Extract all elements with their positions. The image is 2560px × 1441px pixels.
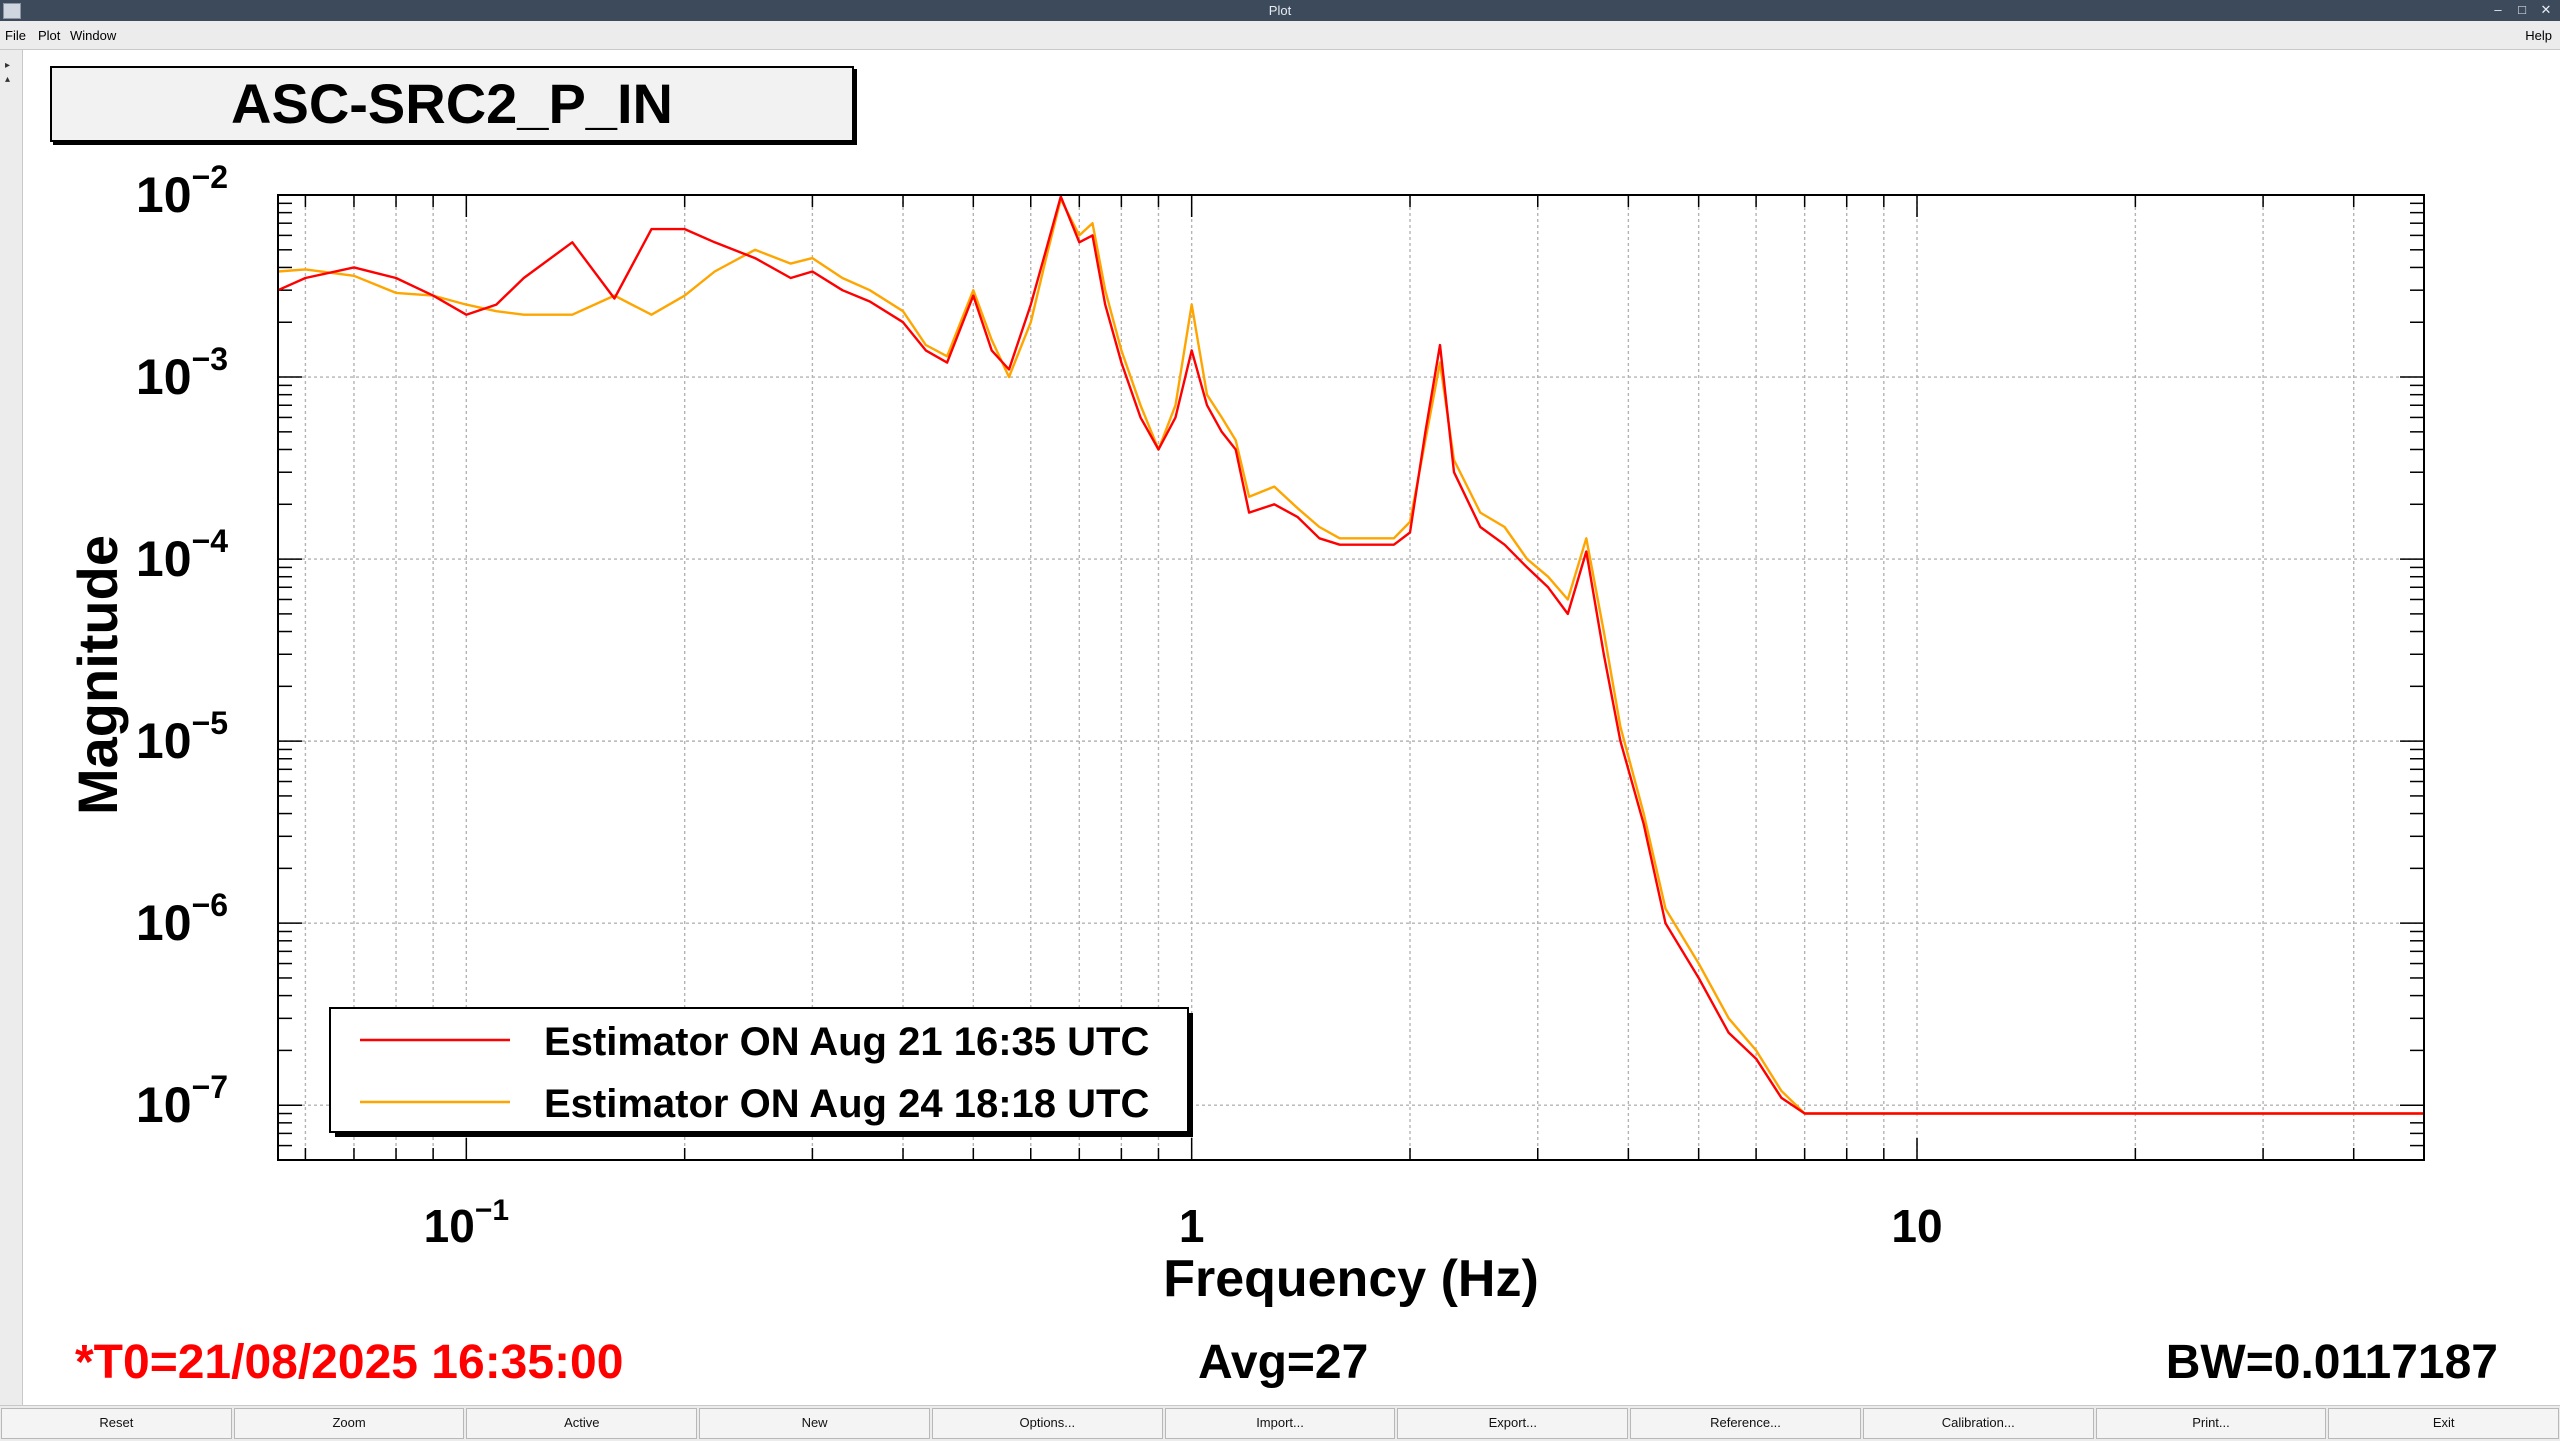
menu-window[interactable]: Window <box>70 28 117 43</box>
menu-plot[interactable]: Plot <box>38 28 61 43</box>
window-title: Plot <box>1268 3 1292 18</box>
y-tick-label: 10−5 <box>136 705 228 769</box>
y-tick-label: 10−4 <box>136 523 228 587</box>
x-tick-label: 10−1 <box>424 1194 509 1252</box>
legend-box <box>329 1007 1189 1133</box>
maximize-icon[interactable]: □ <box>2518 2 2526 17</box>
y-tick-label: 10−7 <box>136 1069 228 1133</box>
plot-frame <box>277 194 2425 1161</box>
chart-ticks <box>278 195 2425 1161</box>
avg-status: Avg=27 <box>1198 1336 1369 1389</box>
x-axis-label: Frequency (Hz) <box>1163 1250 1539 1308</box>
menu-bar: File Plot Window Help <box>0 21 2560 50</box>
x-tick-label: 10 <box>1891 1200 1942 1252</box>
button-bar: Reset Zoom Active New Options... Import.… <box>0 1405 2560 1441</box>
new-button[interactable]: New <box>699 1408 930 1439</box>
close-icon[interactable]: ✕ <box>2540 2 2552 17</box>
y-tick-label: 10−2 <box>136 159 228 223</box>
y-tick-labels: 10−2 10−3 10−4 10−5 10−6 10−7 <box>136 159 228 1133</box>
y-axis-label: Magnitude <box>66 535 129 815</box>
x-tick-label: 1 <box>1179 1200 1205 1252</box>
print-button[interactable]: Print... <box>2095 1408 2327 1439</box>
app-icon <box>3 3 21 19</box>
t0-status: *T0=21/08/2025 16:35:00 <box>75 1336 624 1389</box>
y-tick-label: 10−6 <box>136 887 228 951</box>
plot-title: ASC-SRC2_P_IN <box>231 72 673 135</box>
menu-file[interactable]: File <box>5 28 26 43</box>
expand-right-icon[interactable]: ▸ <box>5 60 11 71</box>
legend-label-aug21: Estimator ON Aug 21 16:35 UTC <box>544 1020 1149 1064</box>
minimize-icon[interactable]: – <box>2494 2 2502 17</box>
reference-button[interactable]: Reference... <box>1630 1408 1861 1439</box>
series-line-0 <box>277 197 2424 1115</box>
exit-button[interactable]: Exit <box>2328 1408 2560 1439</box>
x-tick-labels: 10−1 1 10 <box>424 1194 1943 1252</box>
chart-series <box>277 195 2424 1115</box>
y-tick-label: 10−3 <box>136 341 228 405</box>
calibration-button[interactable]: Calibration... <box>1862 1408 2094 1439</box>
plot-title-box: ASC-SRC2_P_IN <box>50 66 854 142</box>
series-line-1 <box>277 195 2424 1115</box>
legend-label-aug24: Estimator ON Aug 24 18:18 UTC <box>544 1082 1149 1126</box>
side-panel-strip: ▸ ▴ <box>0 50 23 1405</box>
reset-button[interactable]: Reset <box>1 1408 232 1439</box>
export-button[interactable]: Export... <box>1397 1408 1629 1439</box>
magnitude-chart[interactable]: 10−2 10−3 10−4 10−5 10−6 10−7 10−1 1 10 Frequen… <box>0 0 2560 1405</box>
zoom-button[interactable]: Zoom <box>233 1408 465 1439</box>
window-titlebar: Plot – □ ✕ <box>0 0 2560 21</box>
expand-up-icon[interactable]: ▴ <box>5 74 11 85</box>
options-button[interactable]: Options... <box>931 1408 1163 1439</box>
bw-status: BW=0.0117187 <box>2165 1336 2498 1389</box>
menu-help[interactable]: Help <box>2525 28 2552 43</box>
active-button[interactable]: Active <box>466 1408 698 1439</box>
legend: Estimator ON Aug 21 16:35 UTC Estimator … <box>329 1007 1193 1137</box>
import-button[interactable]: Import... <box>1164 1408 1396 1439</box>
